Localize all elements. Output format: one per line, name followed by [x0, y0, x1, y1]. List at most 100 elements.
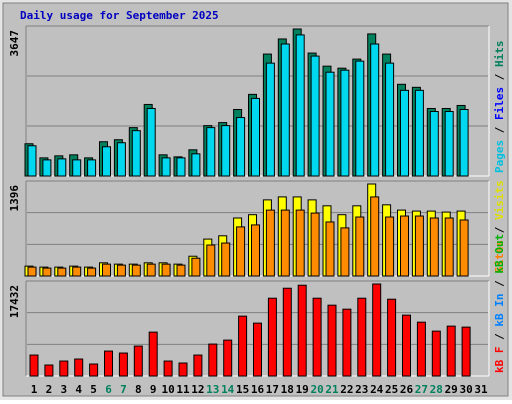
- bar: [429, 111, 439, 177]
- bar: [282, 287, 292, 377]
- bar: [206, 244, 216, 277]
- bar: [208, 343, 218, 377]
- bar: [355, 60, 365, 177]
- bar: [459, 219, 469, 277]
- x-tick-label: 9: [150, 383, 157, 396]
- side-label-part: /: [493, 327, 506, 347]
- bar: [118, 352, 128, 377]
- chart-title: Daily usage for September 2025: [20, 9, 219, 22]
- x-tick-label: 23: [355, 383, 368, 396]
- bar: [193, 354, 203, 377]
- x-tick-label: 6: [105, 383, 112, 396]
- x-tick-label: 25: [385, 383, 398, 396]
- bar: [146, 107, 156, 177]
- bar: [131, 130, 141, 177]
- bar: [87, 267, 97, 277]
- bar: [102, 263, 111, 277]
- bar: [267, 297, 277, 377]
- x-tick-label: 14: [221, 383, 235, 396]
- x-tick-label: 8: [135, 383, 142, 396]
- bar: [163, 360, 173, 377]
- bar: [372, 283, 382, 377]
- bar: [340, 69, 350, 177]
- bar: [414, 215, 424, 277]
- bar: [355, 216, 365, 277]
- x-tick-label: 24: [370, 383, 384, 396]
- x-tick-label: 18: [281, 383, 294, 396]
- bar: [176, 264, 186, 277]
- x-tick-label: 30: [459, 383, 472, 396]
- bar: [251, 97, 260, 177]
- bar: [310, 55, 320, 177]
- bar: [146, 263, 156, 277]
- bar: [400, 215, 409, 277]
- bar: [44, 364, 54, 377]
- bar: [342, 308, 352, 377]
- bar: [402, 314, 411, 377]
- bar: [251, 224, 260, 277]
- side-label: Sites / Visits: [493, 180, 506, 273]
- x-tick-label: 5: [90, 383, 97, 396]
- bar: [310, 212, 320, 277]
- x-tick-label: 21: [325, 383, 339, 396]
- x-tick-label: 29: [445, 383, 458, 396]
- bar: [444, 111, 454, 177]
- bar: [57, 158, 67, 177]
- x-tick-label: 1: [31, 383, 38, 396]
- x-tick-label: 12: [191, 383, 204, 396]
- bar: [461, 326, 471, 377]
- bar: [385, 62, 395, 177]
- side-label-part: kB In: [493, 294, 506, 327]
- x-tick-label: 4: [75, 383, 82, 396]
- x-tick-label: 17: [266, 383, 279, 396]
- x-tick-label: 22: [340, 383, 353, 396]
- x-tick-label: 20: [310, 383, 323, 396]
- bar: [236, 226, 246, 277]
- bar: [42, 159, 52, 177]
- x-tick-label: 2: [46, 383, 53, 396]
- bar: [431, 330, 441, 377]
- bar: [416, 321, 426, 377]
- side-label: kB F / kB In / kB Out: [493, 234, 506, 373]
- side-label-part: Sites: [493, 240, 506, 273]
- bar: [340, 227, 350, 277]
- side-label-part: /: [493, 120, 506, 140]
- bar: [116, 142, 126, 177]
- bar: [178, 362, 188, 377]
- bar: [221, 242, 231, 277]
- x-tick-label: 15: [236, 383, 249, 396]
- x-tick-label: 26: [400, 383, 414, 396]
- bar: [72, 266, 82, 277]
- bar: [89, 363, 99, 377]
- bar: [72, 159, 82, 177]
- side-label-part: Hits: [493, 41, 506, 68]
- bar: [253, 322, 262, 377]
- x-tick-label: 31: [474, 383, 488, 396]
- bar: [446, 325, 456, 377]
- bar: [280, 43, 290, 177]
- side-label: Pages / Files / Hits: [493, 41, 506, 174]
- bar: [459, 108, 469, 177]
- x-tick-label: 10: [161, 383, 174, 396]
- bar: [265, 209, 275, 277]
- bar: [29, 354, 39, 377]
- max-label: 3647: [8, 30, 21, 57]
- bar: [116, 264, 126, 277]
- max-label: 1396: [8, 185, 21, 212]
- bar: [357, 297, 367, 377]
- x-tick-label: 28: [430, 383, 443, 396]
- side-label-part: kB Out: [493, 234, 506, 274]
- bar: [387, 298, 397, 377]
- bar: [312, 297, 322, 377]
- bar: [27, 145, 37, 177]
- bar: [161, 263, 171, 277]
- bar: [148, 331, 158, 377]
- bar: [74, 358, 84, 377]
- x-tick-label: 19: [296, 383, 309, 396]
- bar: [280, 209, 290, 277]
- bar: [236, 117, 246, 177]
- side-label-part: Pages: [493, 140, 506, 173]
- bar: [57, 267, 67, 277]
- bar: [191, 153, 201, 177]
- bar: [104, 350, 113, 377]
